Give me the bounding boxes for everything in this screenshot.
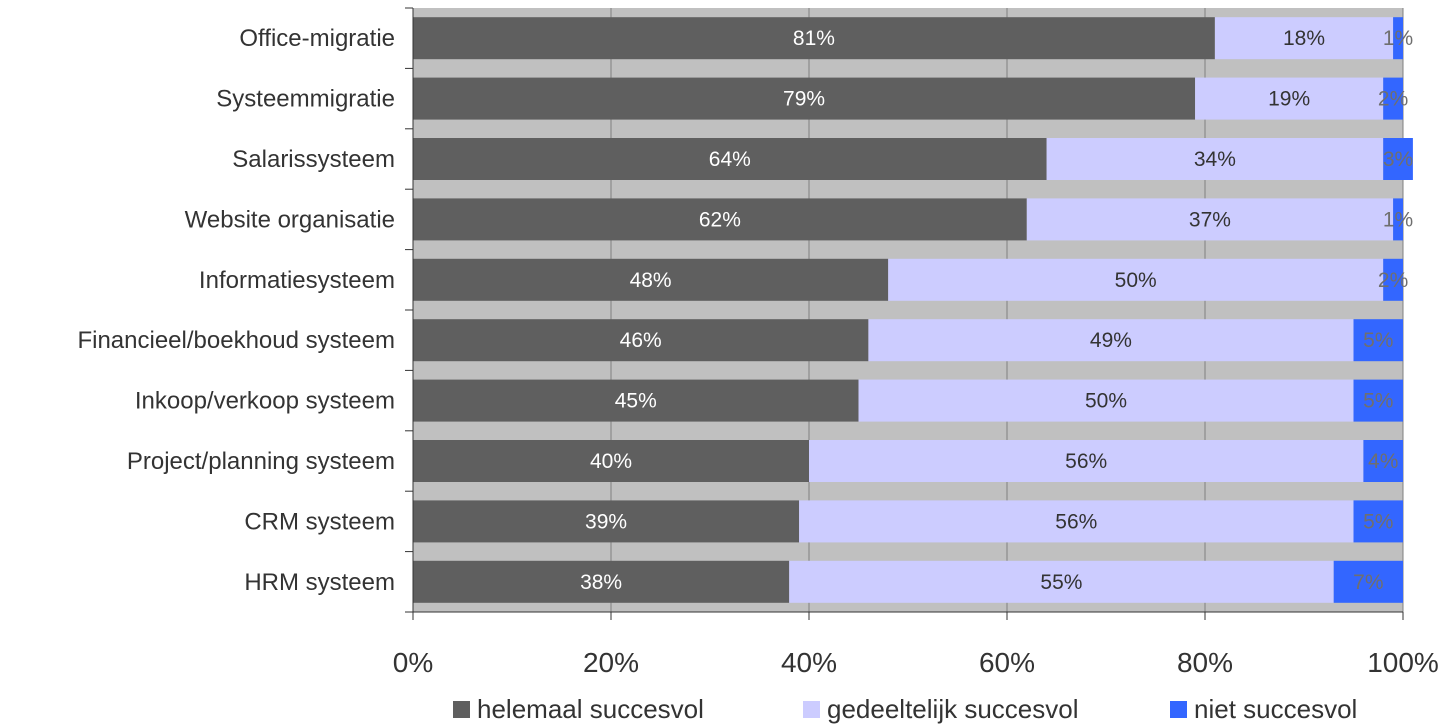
- bar-gedeeltelijk-succesvol: [789, 560, 1334, 603]
- bar-gedeeltelijk-succesvol: [1214, 17, 1394, 60]
- data-label: 19%: [1268, 88, 1310, 111]
- data-labels: 81% 18% 1% 79% 19% 2% 64% 34% 3% 62% 37% 1% 48% 50% 2%…: [580, 27, 1413, 594]
- data-label: 5%: [1363, 510, 1393, 533]
- bar-niet-succesvol: [1383, 258, 1403, 301]
- x-axis: 0% 20% 40% 60% 80% 100%: [393, 611, 1439, 678]
- legend-label: gedeeltelijk succesvol: [827, 694, 1078, 724]
- bar-helemaal-succesvol: [413, 198, 1027, 241]
- category-label: Systeemmigratie: [216, 86, 395, 113]
- data-label: 45%: [615, 390, 657, 413]
- category-label: Informatiesysteem: [199, 267, 395, 294]
- bar-helemaal-succesvol: [413, 77, 1196, 120]
- data-label: 1%: [1383, 27, 1413, 50]
- data-label: 48%: [630, 269, 672, 292]
- data-label: 56%: [1065, 450, 1107, 473]
- bar-niet-succesvol: [1333, 560, 1403, 603]
- bar-gedeeltelijk-succesvol: [1195, 77, 1384, 120]
- bar-niet-succesvol: [1353, 319, 1403, 362]
- data-label: 5%: [1363, 329, 1393, 352]
- data-label: 34%: [1194, 148, 1236, 171]
- x-tick-label: 40%: [781, 647, 837, 678]
- data-label: 49%: [1090, 329, 1132, 352]
- category-label: Website organisatie: [185, 206, 395, 233]
- data-label: 2%: [1378, 88, 1408, 111]
- data-label: 81%: [793, 27, 835, 50]
- bar-niet-succesvol: [1393, 198, 1403, 241]
- x-tick-label: 20%: [583, 647, 639, 678]
- x-tick-label: 60%: [979, 647, 1035, 678]
- data-label: 38%: [580, 571, 622, 594]
- bar-gedeeltelijk-succesvol: [858, 379, 1354, 422]
- x-tick-label: 100%: [1367, 647, 1439, 678]
- bar-helemaal-succesvol: [413, 17, 1215, 60]
- data-label: 1%: [1383, 208, 1413, 231]
- bar-niet-succesvol: [1353, 500, 1403, 543]
- bar-niet-succesvol: [1363, 440, 1403, 482]
- data-label: 62%: [699, 208, 741, 231]
- bar-helemaal-succesvol: [413, 500, 800, 543]
- data-label: 56%: [1055, 510, 1097, 533]
- legend-label: helemaal succesvol: [477, 694, 704, 724]
- data-label: 50%: [1085, 390, 1127, 413]
- y-axis: Office-migratie Systeemmigratie Salarissys…: [77, 7, 414, 613]
- legend-label: niet succesvol: [1194, 694, 1357, 724]
- data-label: 2%: [1378, 269, 1408, 292]
- category-label: Office-migratie: [239, 25, 395, 52]
- category-label: CRM systeem: [244, 508, 395, 535]
- bar-helemaal-succesvol: [413, 138, 1047, 180]
- category-label: Salarissysteem: [232, 146, 395, 173]
- bar-gedeeltelijk-succesvol: [1026, 198, 1394, 241]
- category-label: HRM systeem: [244, 569, 395, 596]
- category-label: Project/planning systeem: [127, 448, 395, 475]
- category-label: Inkoop/verkoop systeem: [135, 388, 395, 415]
- bar-niet-succesvol: [1353, 379, 1403, 422]
- data-label: 4%: [1368, 450, 1398, 473]
- bar-helemaal-succesvol: [413, 379, 859, 422]
- bar-helemaal-succesvol: [413, 319, 869, 362]
- data-label: 37%: [1189, 208, 1231, 231]
- data-label: 79%: [783, 88, 825, 111]
- data-label: 7%: [1353, 571, 1383, 594]
- bar-helemaal-succesvol: [413, 258, 889, 301]
- bar-gedeeltelijk-succesvol: [888, 258, 1384, 301]
- category-label: Financieel/boekhoud systeem: [77, 327, 395, 354]
- bar-gedeeltelijk-succesvol: [809, 440, 1364, 482]
- legend: helemaal succesvol gedeeltelijk succesvol…: [453, 694, 1357, 724]
- x-tick-label: 80%: [1177, 647, 1233, 678]
- data-label: 18%: [1283, 27, 1325, 50]
- data-label: 55%: [1040, 571, 1082, 594]
- bar-niet-succesvol: [1393, 17, 1403, 60]
- x-tick-label: 0%: [393, 647, 433, 678]
- legend-swatch: [1170, 701, 1187, 718]
- data-label: 64%: [709, 148, 751, 171]
- bar-helemaal-succesvol: [413, 560, 790, 603]
- bar-gedeeltelijk-succesvol: [1046, 138, 1384, 180]
- legend-swatch: [453, 701, 470, 718]
- bar-gedeeltelijk-succesvol: [799, 500, 1354, 543]
- bar-niet-succesvol: [1383, 77, 1403, 120]
- data-label: 50%: [1115, 269, 1157, 292]
- bar-niet-succesvol: [1383, 138, 1413, 180]
- data-label: 46%: [620, 329, 662, 352]
- data-label: 5%: [1363, 390, 1393, 413]
- bar-helemaal-succesvol: [413, 440, 809, 482]
- data-label: 3%: [1383, 148, 1413, 171]
- legend-swatch: [803, 701, 820, 718]
- data-label: 40%: [590, 450, 632, 473]
- bar-gedeeltelijk-succesvol: [868, 319, 1354, 362]
- bars: [413, 17, 1413, 603]
- data-label: 39%: [585, 510, 627, 533]
